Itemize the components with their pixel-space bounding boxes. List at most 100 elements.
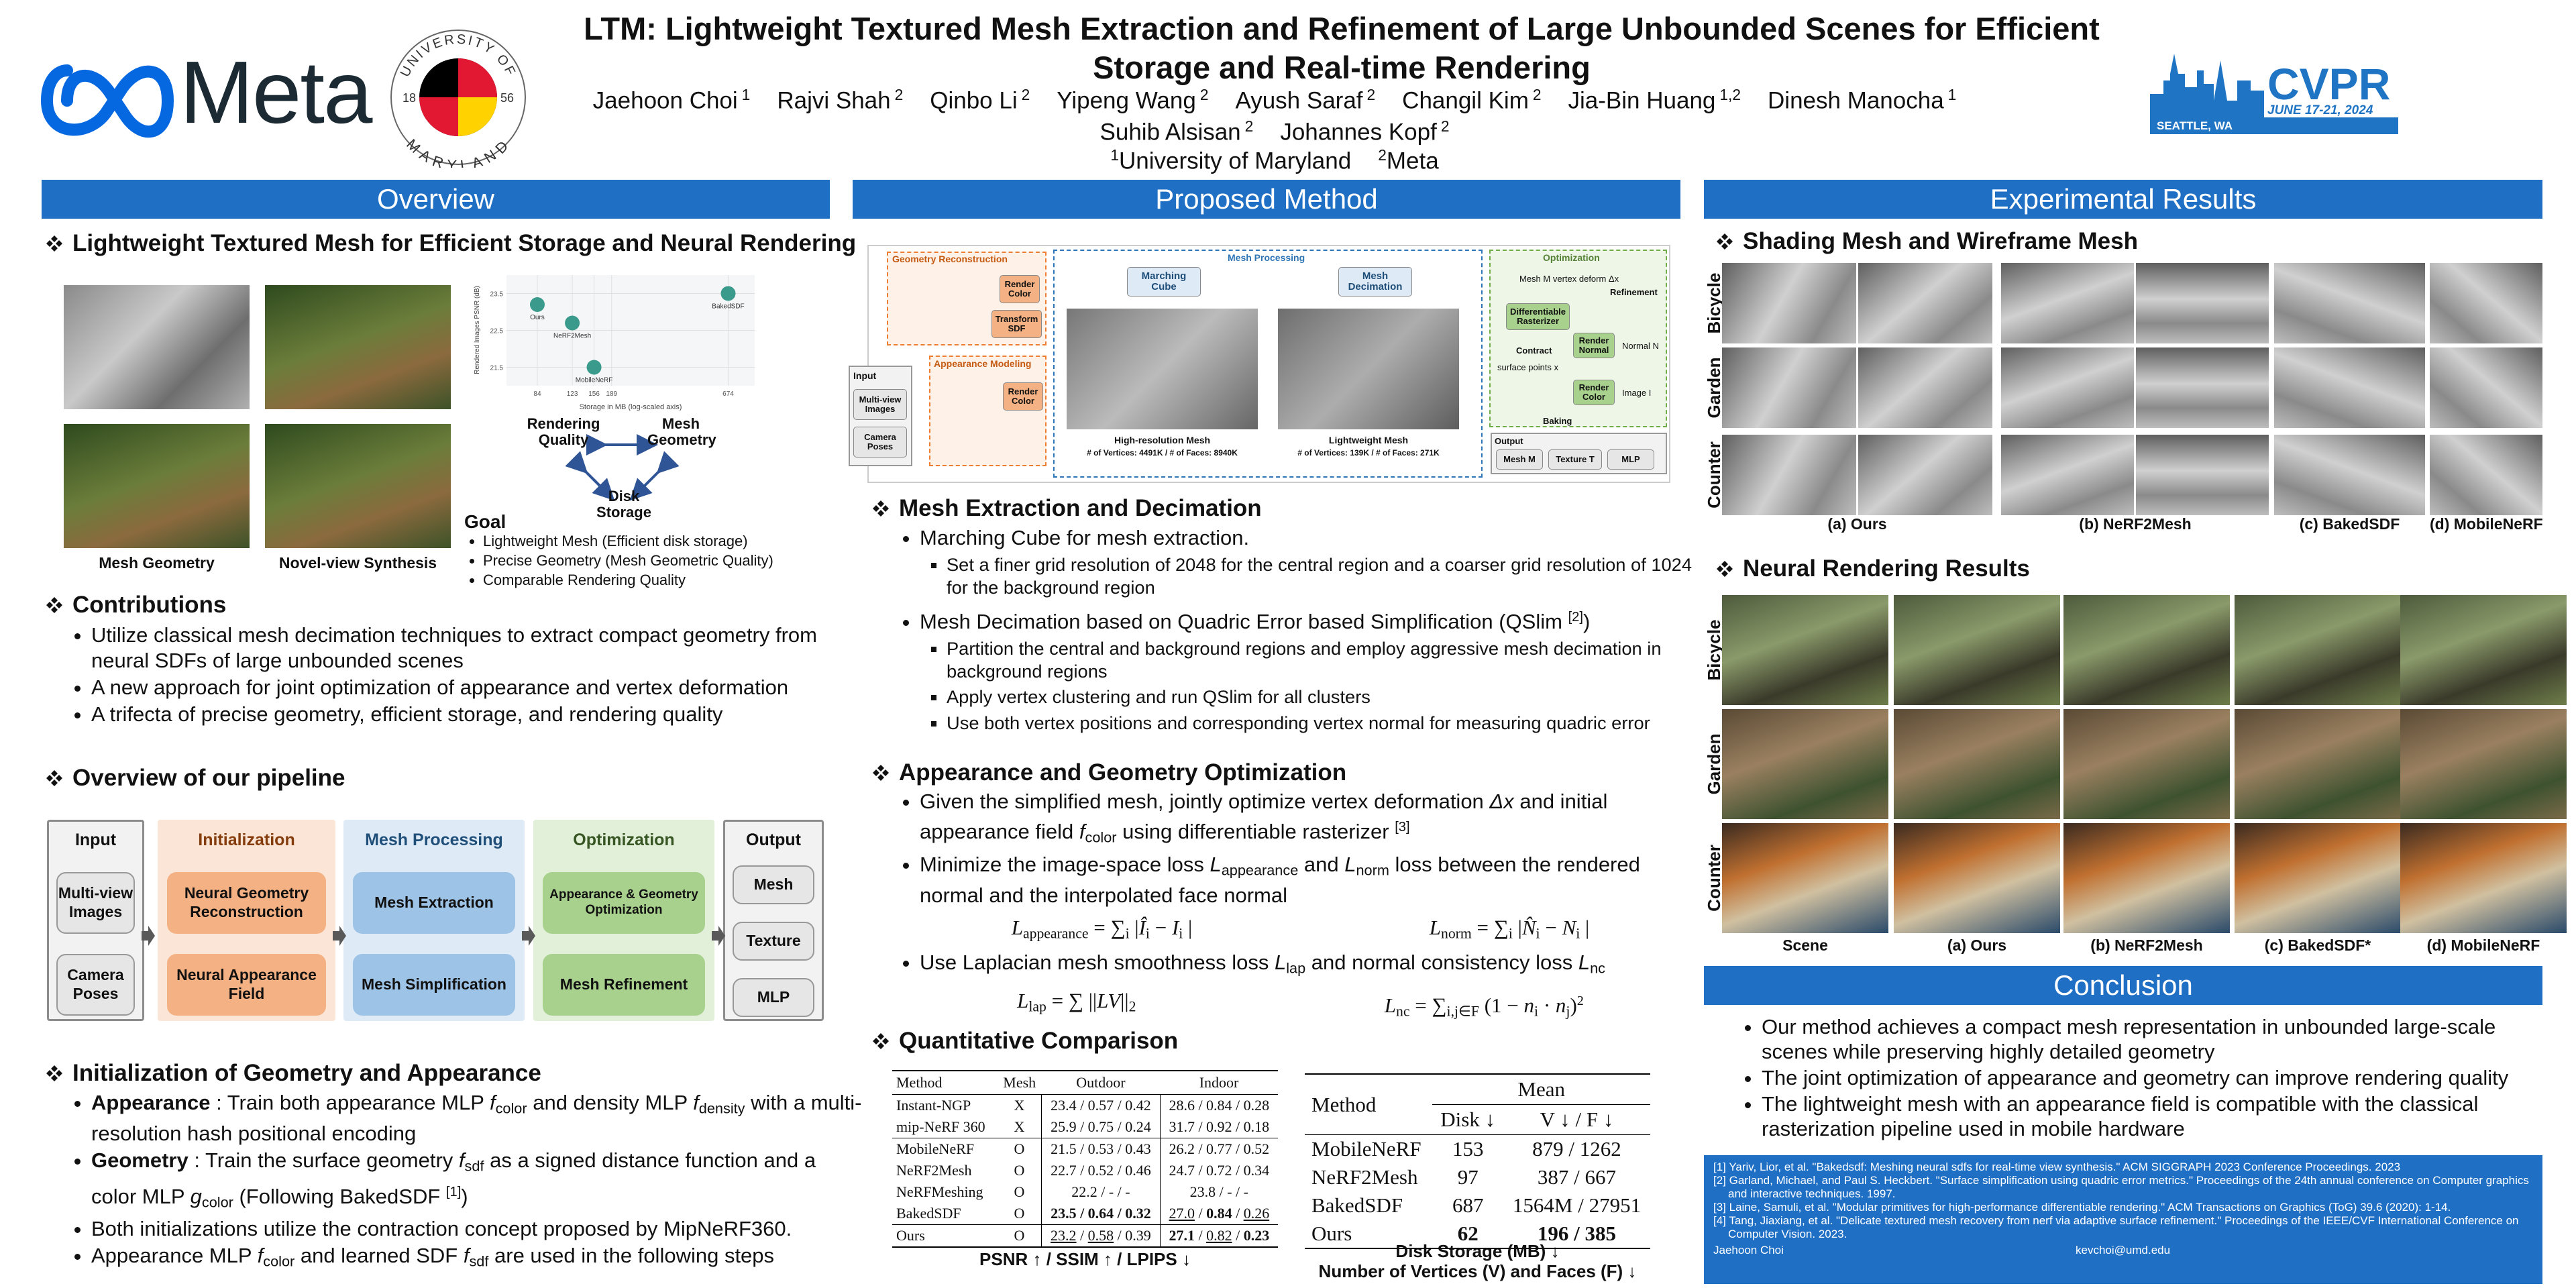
pipeline-step-text: Camera Poses [67,966,124,1002]
author: Yipeng Wang 2 [1057,86,1208,115]
y-tick-label: 23.5 [490,291,504,299]
shading-image [1858,435,1992,515]
text-run: O [1014,1205,1025,1222]
figure-label: Input [853,370,877,381]
text-run: X [1014,1097,1025,1114]
reference: [2] Garland, Michael, and Paul S. Heckbe… [1713,1174,2529,1200]
text-run: density [698,1099,745,1117]
rendering-image [1894,823,2060,933]
table-row: BakedSDF O 23.5 / 0.64 / 0.32 27.0 / 0.84 /… [892,1203,1278,1225]
author-name: Suhib Alsisan [1099,119,1241,146]
text-run: L [1011,915,1023,939]
pipeline-step-text: Neural Appearance Field [176,966,317,1002]
sub-item: Set a finer grid resolution of 2048 for … [947,553,1708,599]
text-run: 97 [1457,1165,1479,1189]
text-run: 27.1 [1169,1227,1195,1244]
text-run: Instant-NGP [896,1097,971,1114]
text-run: ) [461,1184,468,1208]
heading-text: Lightweight Textured Mesh for Efficient … [72,230,857,256]
subsection-heading: Contributions [46,592,226,619]
figure-box: Multi-view Images [853,389,907,420]
text-run: i [1508,925,1513,942]
pipeline-step-text: Appearance & Geometry Optimization [549,888,698,917]
table-caption: PSNR ↑ / SSIM ↑ / LPIPS ↓ [979,1249,1191,1269]
bullet-item: A trifecta of precise geometry, efficien… [91,702,849,727]
table-caption: Disk Storage (MB) ↓ [1395,1241,1560,1261]
author: Rajvi Shah 2 [777,86,903,115]
text-run: Partition the central and background reg… [947,638,1662,682]
author: Jaehoon Choi 1 [593,86,751,115]
heading-icon [46,235,62,252]
pipeline-step-text: Neural Geometry Reconstruction [184,884,309,920]
cvpr-dates: JUNE 17-21, 2024 [2267,103,2373,117]
author: Johannes Kopf 2 [1280,117,1449,146]
table-cell: 27.0 / 0.84 / 0.26 [1159,1203,1278,1225]
text-run: MobileNeRF [1311,1137,1421,1161]
figure-label: Image I [1622,388,1652,398]
author-affiliation: 2 [1021,86,1030,103]
figure-label: Render Color [1004,278,1035,299]
sub-item: Use both vertex positions and correspond… [947,712,1708,735]
shading-image [1722,435,1856,515]
text-run: · [1538,993,1556,1017]
text-run: : Train the surface geometry [188,1148,459,1173]
text-run: i [1179,925,1183,942]
table-header-cell: Method [896,1074,943,1091]
umd-seal: UNIVERSITY OF MARYLAND 18 56 [390,30,526,168]
table-cell: 879 / 1262 [1503,1135,1650,1164]
quality-table: Method Mesh Outdoor Indoor Instant-NGP X 23.4 … [892,1070,1278,1248]
table-cell: 28.6 / 0.84 / 0.28 [1159,1094,1278,1116]
equation-row: Llap = ∑ ||LV||2 Lnc = ∑i,j∈F (1 − ni · n… [893,988,1708,1024]
subsection-heading: Quantitative Comparison [872,1028,1178,1055]
heading-icon-shape [873,500,889,517]
equation: Lnorm = ∑i |N̂i − Ni | [1430,915,1590,946]
meta-logo-mark [40,64,174,138]
author-name: Changil Kim [1402,87,1529,114]
text-run: Lightweight Mesh (Efficient disk storage… [483,533,748,549]
text-run: and [1298,852,1345,876]
table-cell: MobileNeRF [892,1138,998,1161]
heading-icon-shape [46,770,62,786]
heading-icon-shape [46,597,62,613]
text-run: 879 / 1262 [1532,1137,1621,1161]
row-label: Bicycle [1704,619,1724,681]
shading-image [1858,347,1992,428]
shading-image [2136,347,2269,428]
pipeline-arrow-shape [142,926,155,946]
text-run: i [1536,925,1540,942]
text-run: 21.5 / 0.53 / 0.43 [1051,1140,1151,1157]
column-label: (b) NeRF2Mesh [2079,515,2192,533]
teaser-plot: 84 123 156 189 674 21.5 22.5 23.5 Storage in MB … [474,275,755,411]
column-label: (b) NeRF2Mesh [2090,936,2203,954]
author-name: Yipeng Wang [1057,87,1196,114]
triangle-label: Mesh Geometry [647,415,716,448]
text-run: 0.84 [1206,1205,1232,1222]
table-row: BakedSDF 687 1564M / 27951 [1305,1191,1650,1220]
rendering-image [1722,823,1888,933]
pipeline-step: Multi-view Images [56,872,135,934]
contact-name: Jaehoon Choi [1713,1244,1784,1256]
text-run: 1564M / 27951 [1512,1193,1642,1217]
text-run: n [1523,993,1535,1017]
author-affiliation: 2 [1366,86,1376,103]
y-tick-label: 22.5 [490,328,504,335]
text-run: NeRF2Mesh [1311,1165,1418,1189]
figure-label: Render Normal [1578,335,1609,355]
table-cell: 23.2 / 0.58 / 0.39 [1041,1224,1161,1247]
heading-icon [873,500,889,517]
table-cell: 24.7 / 0.72 / 0.34 [1159,1160,1278,1181]
text-run: O [1014,1183,1025,1200]
text-run: f [693,1091,699,1114]
text-run: Use both vertex positions and correspond… [947,712,1650,733]
column-label: (c) BakedSDF* [2264,936,2371,954]
table-header-cell: Method [1305,1074,1433,1135]
text-run: 687 [1452,1193,1484,1217]
image-caption: Novel-view Synthesis [278,554,437,572]
table-cell: X [998,1116,1042,1138]
rendering-image [2235,709,2401,819]
figure-label: # of Vertices: 139K / # of Faces: 271K [1297,448,1440,458]
text-run: (1 − [1479,993,1524,1017]
row-label: Bicycle [1704,272,1724,334]
rendering-image [2400,595,2567,705]
